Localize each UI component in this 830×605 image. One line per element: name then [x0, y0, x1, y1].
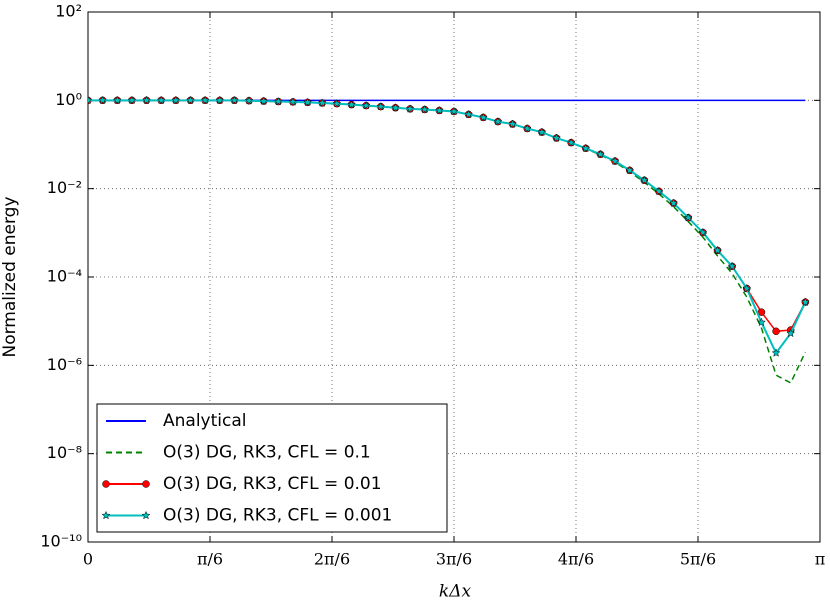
marker: [625, 165, 635, 175]
marker: [215, 95, 225, 105]
marker: [200, 95, 210, 105]
legend-box: [96, 403, 448, 533]
legend: Analytical O(3) DG, RK3, CFL = 0.1 O(3) DG…: [96, 403, 448, 533]
marker: [186, 95, 195, 105]
marker: [434, 105, 444, 115]
x-tick-label: 2π/6: [314, 550, 350, 569]
marker: [757, 317, 766, 327]
plot-frame: [87, 11, 821, 543]
legend-label: O(3) DG, RK3, CFL = 0.01: [163, 474, 382, 494]
x-tick-label: 5π/6: [680, 550, 716, 569]
marker: [566, 138, 576, 147]
marker: [273, 96, 283, 106]
legend-marker: [141, 510, 151, 520]
legend-marker: [102, 480, 110, 488]
y-tick-label: 10⁻¹⁰: [40, 532, 82, 551]
marker: [244, 96, 254, 105]
marker: [98, 95, 108, 105]
marker: [478, 112, 488, 122]
marker: [288, 97, 298, 106]
legend-label: Analytical: [163, 411, 246, 431]
series-line: [88, 99, 807, 355]
marker: [259, 96, 269, 105]
marker: [595, 149, 605, 159]
marker: [800, 297, 810, 306]
marker: [669, 198, 679, 207]
y-axis-title: Normalized energy: [0, 196, 20, 357]
marker: [537, 127, 547, 136]
marker: [493, 116, 503, 126]
marker: [464, 109, 474, 119]
marker: [713, 245, 722, 255]
legend-label: O(3) DG, RK3, CFL = 0.001: [163, 506, 392, 526]
legend-label: O(3) DG, RK3, CFL = 0.1: [163, 443, 371, 463]
marker: [727, 261, 737, 271]
marker: [772, 327, 780, 336]
marker: [449, 106, 459, 116]
marker: [683, 213, 693, 222]
marker: [405, 104, 415, 113]
y-tick-label: 10⁻²: [47, 178, 82, 197]
marker: [376, 101, 386, 111]
y-tick-label: 10⁻⁴: [47, 267, 82, 286]
x-tick-label: π/6: [197, 550, 223, 569]
marker: [127, 95, 137, 105]
marker: [742, 283, 752, 293]
marker: [88, 95, 93, 105]
marker: [508, 119, 517, 128]
legend-marker: [101, 510, 111, 520]
legend-marker: [142, 480, 150, 488]
marker: [347, 99, 356, 109]
y-tick-label: 10⁻⁸: [47, 443, 82, 462]
series: [88, 95, 810, 357]
marker: [142, 95, 151, 105]
x-tick-label: 0: [83, 550, 93, 569]
marker: [391, 103, 400, 112]
x-tick-label: 4π/6: [558, 550, 594, 569]
y-tick-label: 10⁻⁶: [47, 355, 82, 374]
marker: [332, 99, 342, 108]
marker: [171, 95, 181, 105]
marker: [654, 186, 664, 196]
marker: [229, 95, 239, 105]
marker: [552, 133, 561, 142]
series: [88, 96, 810, 336]
y-tick-label: 10⁰: [55, 90, 82, 109]
marker: [112, 95, 122, 105]
marker: [698, 227, 708, 237]
marker: [771, 348, 781, 357]
marker: [581, 143, 591, 153]
x-tick-label: π: [815, 550, 826, 569]
marker: [156, 95, 166, 105]
x-axis-title: kΔx: [439, 582, 472, 602]
marker: [420, 104, 430, 114]
y-tick-label: 10²: [55, 2, 82, 21]
x-tick-label: 3π/6: [436, 550, 472, 569]
marker: [786, 328, 796, 338]
marker: [317, 98, 327, 107]
marker: [303, 97, 313, 107]
marker: [639, 175, 649, 185]
marker: [610, 156, 620, 165]
marker: [361, 100, 371, 110]
marker: [522, 123, 532, 133]
